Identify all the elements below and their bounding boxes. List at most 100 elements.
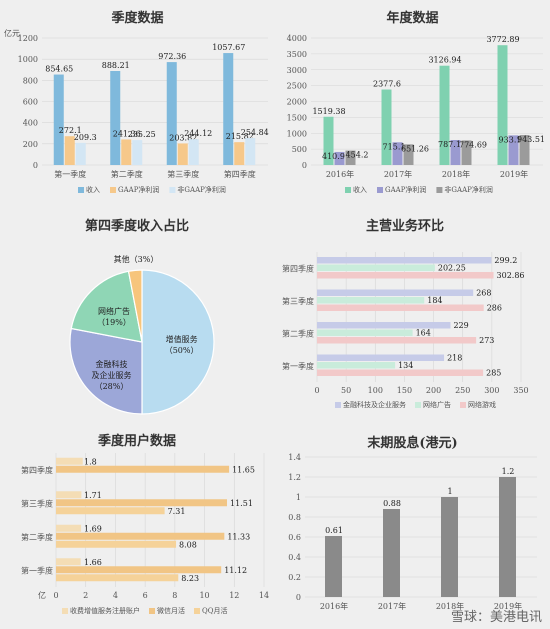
data-label-1-0: 410.95: [322, 152, 350, 161]
y-tick-label-5: 1: [296, 493, 301, 502]
legend-label-2: 非GAAP净利润: [177, 185, 225, 194]
y-tick-label-7: 3500: [287, 50, 307, 59]
data-label-0-1: 2377.6: [373, 80, 401, 89]
y-tick-label-3: 0.6: [288, 533, 301, 542]
y-tick-label-2: 第二季度: [21, 532, 53, 542]
x-tick-label-2: 2018年: [436, 601, 464, 611]
data-label-1-0: 272.1: [59, 126, 82, 135]
legend-label-1: 微信月活: [157, 606, 185, 615]
bar-0-3: [56, 558, 81, 566]
x-tick-label-1: 2017年: [378, 601, 406, 611]
pie-label-0: 增值服务（50%）: [165, 334, 199, 355]
bar-1-0: [64, 136, 75, 165]
x-tick-label-0: 0: [314, 386, 319, 395]
bar-2-3: [56, 574, 179, 582]
legend-swatch-0: [62, 608, 68, 614]
chart-title: 末期股息(港元): [366, 435, 457, 451]
bar-0-3: [499, 477, 516, 597]
x-tick-label-7: 350: [513, 386, 528, 395]
x-tick-label-3: 2019年: [500, 169, 528, 179]
x-tick-label-5: 250: [455, 386, 470, 395]
bar-1-1: [317, 297, 425, 304]
pie-slice-0: [141, 269, 215, 415]
legend-swatch-0: [335, 402, 341, 408]
legend-label-2: QQ月活: [202, 606, 227, 615]
y-tick-label-0: 第四季度: [282, 263, 314, 273]
y-tick-label-0: 0: [302, 161, 307, 170]
y-tick-label-1: 第三季度: [21, 498, 53, 508]
data-label-1-1: 184: [427, 296, 442, 305]
bar-0-0: [317, 257, 492, 264]
bar-1-1: [392, 142, 403, 165]
y-tick-label-8: 4000: [287, 34, 307, 43]
pie-slice-1: [69, 327, 143, 415]
x-tick-label-2: 2018年: [442, 169, 470, 179]
x-tick-label-3: 150: [397, 386, 412, 395]
data-label-0-2: 1: [447, 487, 452, 496]
bar-2-1: [317, 304, 484, 311]
data-label-2-2: 244.12: [184, 129, 212, 138]
bar-0-1: [110, 70, 121, 165]
x-tick-label-0: 2016年: [320, 601, 348, 611]
y-tick-label-1: 200: [23, 140, 38, 149]
y-tick-label-4: 2000: [287, 98, 307, 107]
data-label-0-2: 3126.94: [428, 56, 461, 65]
bar-0-1: [56, 491, 82, 499]
bar-0-3: [497, 45, 508, 166]
bar-0-0: [325, 536, 342, 597]
bar-0-2: [317, 322, 451, 329]
y-tick-label-5: 2500: [287, 82, 307, 91]
chart-title: 季度数据: [110, 10, 163, 26]
bar-1-3: [317, 362, 396, 369]
data-label-0-0: 299.2: [494, 256, 517, 265]
legend-swatch-2: [436, 187, 443, 193]
x-tick-label-3: 6: [143, 591, 148, 600]
bar-2-0: [345, 150, 356, 165]
dividend-chart: 末期股息(港元) 0 0.2 0.4 0.6 0.8 1 1.2 1.4 2016年 0.61 201…: [288, 435, 537, 611]
pie-label-2: 网络广告（19%）: [97, 306, 131, 327]
bar-1-0: [334, 151, 345, 165]
y-tick-label-0: 0: [33, 161, 38, 170]
bar-1-3: [508, 135, 519, 165]
data-label-0-0: 854.65: [45, 65, 73, 74]
data-label-0-1: 888.21: [102, 61, 130, 70]
data-label-1-1: 11.51: [230, 499, 253, 508]
legend-swatch-0: [78, 187, 84, 193]
bar-2-2: [188, 139, 199, 165]
bar-2-3: [519, 135, 530, 165]
data-label-0-0: 0.61: [325, 526, 343, 535]
legend-swatch-2: [460, 402, 466, 408]
data-label-1-3: 134: [398, 361, 413, 370]
legend-swatch-1: [110, 187, 116, 193]
legend-label-1: GAAP净利润: [118, 185, 159, 194]
x-tick-label-2: 4: [113, 591, 118, 600]
x-tick-label-6: 12: [229, 591, 239, 600]
x-tick-label-1: 50: [341, 386, 351, 395]
bar-2-0: [317, 272, 494, 279]
legend-label-0: 收入: [353, 185, 367, 194]
data-label-0-0: 1519.38: [312, 107, 345, 116]
x-tick-label-0: 0: [53, 591, 58, 600]
bar-2-1: [132, 140, 143, 165]
data-label-0-1: 0.88: [383, 499, 401, 508]
data-label-2-1: 7.31: [168, 507, 186, 516]
x-tick-label-7: 14: [259, 591, 269, 600]
y-axis-label: 亿元: [4, 28, 20, 38]
y-tick-label-3: 第一季度: [282, 361, 314, 371]
y-tick-label-3: 第一季度: [21, 565, 53, 575]
data-label-2-2: 8.08: [179, 540, 197, 549]
data-label-0-3: 1057.67: [212, 43, 245, 52]
data-label-1-2: 11.33: [227, 532, 250, 541]
data-label-1-3: 933.1: [499, 135, 522, 144]
bar-0-0: [53, 74, 64, 165]
data-label-1-2: 203.82: [169, 133, 197, 142]
bar-0-2: [166, 62, 177, 165]
y-tick-label-3: 1500: [287, 113, 307, 122]
legend-label-0: 收入: [86, 185, 100, 194]
data-label-0-2: 229: [453, 321, 468, 330]
bar-2-1: [403, 144, 414, 165]
data-label-2-3: 8.23: [181, 574, 199, 583]
data-label-2-3: 943.51: [517, 135, 545, 144]
y-tick-label-0: 第四季度: [21, 465, 53, 475]
